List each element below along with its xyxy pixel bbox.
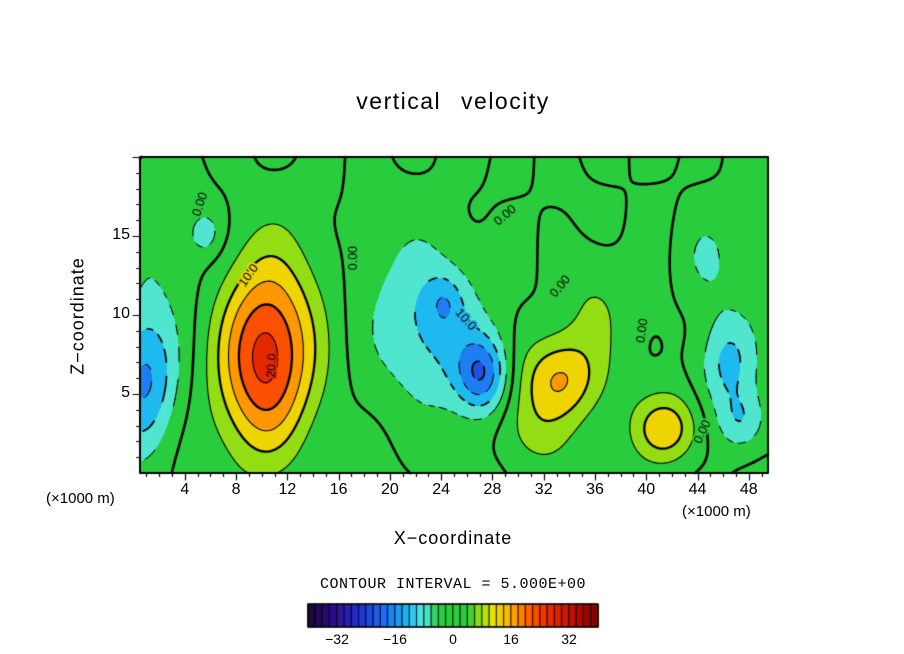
x-tick-label: 40 <box>637 481 656 498</box>
x-tick-label: 12 <box>278 481 297 498</box>
colorbar-tick-label: 32 <box>561 631 577 647</box>
x-tick-label: 16 <box>329 481 348 498</box>
x-tick-label: 48 <box>739 481 758 498</box>
x-axis-unit-left: (×1000 m) <box>46 490 115 507</box>
x-tick-label: 20 <box>381 481 399 498</box>
colorbar-tick-label: 16 <box>503 631 519 647</box>
y-tick-label: 5 <box>121 384 130 401</box>
x-axis-label: X−coordinate <box>393 528 513 548</box>
y-tick-label: 10 <box>112 305 130 322</box>
x-tick-label: 32 <box>534 481 553 498</box>
colorbar-tick-label: −16 <box>383 631 407 647</box>
x-tick-label: 8 <box>231 481 241 498</box>
x-tick-label: 24 <box>432 481 451 498</box>
x-tick-label: 36 <box>586 481 604 498</box>
x-tick-label: 28 <box>483 481 502 498</box>
plot-title: vertical velocity <box>356 88 550 114</box>
x-tick-label: 4 <box>180 481 190 498</box>
x-axis-unit-right: (×1000 m) <box>682 503 751 520</box>
colorbar-tick-label: 0 <box>449 631 457 647</box>
y-tick-label: 15 <box>112 226 130 243</box>
colorbar-tick-label: −32 <box>325 631 349 647</box>
contour-interval-text: CONTOUR INTERVAL = 5.000E+00 <box>319 576 587 593</box>
x-tick-label: 44 <box>688 481 707 498</box>
